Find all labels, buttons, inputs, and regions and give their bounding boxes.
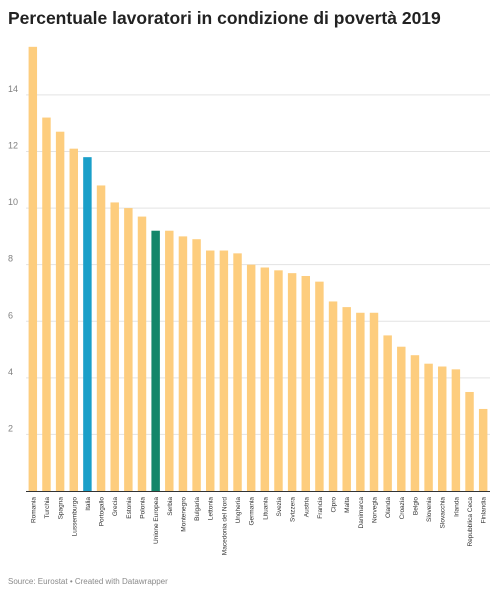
bar-norvegia: [369, 312, 379, 491]
x-tick-label: Francia: [317, 497, 324, 519]
x-tick-label: Croazia: [399, 497, 406, 520]
x-tick-label: Lituania: [262, 497, 269, 520]
x-tick-label: Slovenia: [426, 497, 433, 522]
x-tick-label: Lussemburgo: [71, 497, 78, 537]
chart-title: Percentuale lavoratori in condizione di …: [8, 8, 441, 28]
x-tick-label: Lettonia: [208, 497, 215, 521]
x-tick-label: Romania: [30, 497, 37, 523]
bar-danimarca: [356, 312, 365, 491]
x-tick-label: Malta: [344, 497, 351, 513]
bar-lettonia: [206, 250, 215, 491]
bar-germania: [246, 264, 256, 491]
bars: [28, 46, 488, 492]
bar-polonia: [137, 216, 147, 492]
bar-estonia: [124, 208, 133, 491]
bar-finlandia: [478, 408, 488, 491]
x-tick-label: Estonia: [126, 497, 133, 519]
bar-repubblica-ceca: [465, 391, 474, 491]
x-axis-labels: Romania Turchia Spagna Lussemburgo Italia Por…: [30, 497, 487, 556]
bar-spagna: [55, 131, 65, 492]
bar-lituania: [260, 267, 270, 491]
x-tick-label: Macedonia del Nord: [221, 497, 228, 556]
bar-montenegro: [178, 236, 188, 491]
x-tick-label: Repubblica Ceca: [467, 497, 474, 547]
bar-svezia: [274, 270, 283, 491]
x-tick-label: Ungheria: [235, 497, 242, 524]
x-tick-label: Grecia: [112, 497, 119, 517]
bar-ungheria: [233, 253, 242, 491]
x-tick-label: Portogallo: [99, 497, 106, 527]
footer-separator: •: [67, 577, 75, 586]
y-axis-labels: 2 4 6 8 10 12 14: [8, 84, 18, 433]
x-tick-label: Serbia: [167, 497, 174, 516]
bar-romania: [28, 46, 38, 492]
bar-turchia: [42, 117, 51, 492]
x-tick-label: Germania: [249, 497, 256, 526]
bar-irlanda: [451, 369, 461, 491]
y-tick-label: 14: [8, 84, 18, 94]
bar-macedonia-del-nord: [219, 250, 229, 491]
x-tick-label: Finlandia: [481, 497, 488, 524]
y-tick-label: 4: [8, 367, 13, 377]
y-tick-label: 6: [8, 310, 13, 320]
bar-olanda: [383, 335, 392, 491]
x-tick-label: Norvegia: [372, 497, 379, 523]
y-tick-label: 8: [8, 254, 13, 264]
x-tick-label: Polonia: [140, 497, 147, 519]
bar-svizzera: [287, 273, 297, 491]
bar-slovacchia: [438, 366, 447, 491]
x-tick-label: Turchia: [44, 497, 51, 519]
x-tick-label: Danimarca: [358, 497, 365, 529]
bar-unione-europea: [151, 230, 160, 492]
gridlines: [26, 94, 490, 435]
bar-austria: [301, 275, 310, 491]
bar-lussemburgo: [69, 148, 78, 491]
bar-slovenia: [424, 363, 433, 491]
bar-cipro: [328, 301, 338, 491]
x-tick-label: Olanda: [385, 497, 392, 518]
x-tick-label: Italia: [85, 497, 92, 511]
chart-footer: Source: Eurostat • Created with Datawrap…: [8, 577, 168, 586]
x-tick-label: Spagna: [58, 497, 65, 520]
bar-bulgaria: [192, 239, 201, 491]
x-tick-label: Belgio: [412, 497, 419, 515]
bar-grecia: [110, 202, 119, 492]
x-tick-label: Svezia: [276, 497, 283, 517]
x-tick-label: Austria: [303, 497, 310, 518]
x-tick-label: Unione Europea: [153, 497, 160, 544]
source-label: Source: Eurostat: [8, 577, 68, 586]
x-tick-label: Svizzera: [290, 497, 297, 522]
x-tick-label: Cipro: [331, 497, 338, 513]
x-tick-label: Slovacchia: [440, 497, 447, 529]
bar-portogallo: [96, 185, 106, 492]
x-tick-label: Bulgaria: [194, 497, 201, 521]
y-tick-label: 2: [8, 423, 13, 433]
y-tick-label: 10: [8, 197, 18, 207]
bar-malta: [342, 307, 351, 491]
credit-label: Created with Datawrapper: [74, 577, 168, 586]
x-tick-label: Irlanda: [453, 497, 460, 517]
bar-croazia: [397, 346, 406, 491]
x-tick-label: Montenegro: [180, 497, 187, 532]
bar-serbia: [165, 230, 174, 492]
bar-italia: [83, 157, 92, 491]
bar-francia: [315, 281, 324, 491]
y-tick-label: 12: [8, 141, 18, 151]
bar-belgio: [410, 355, 420, 491]
